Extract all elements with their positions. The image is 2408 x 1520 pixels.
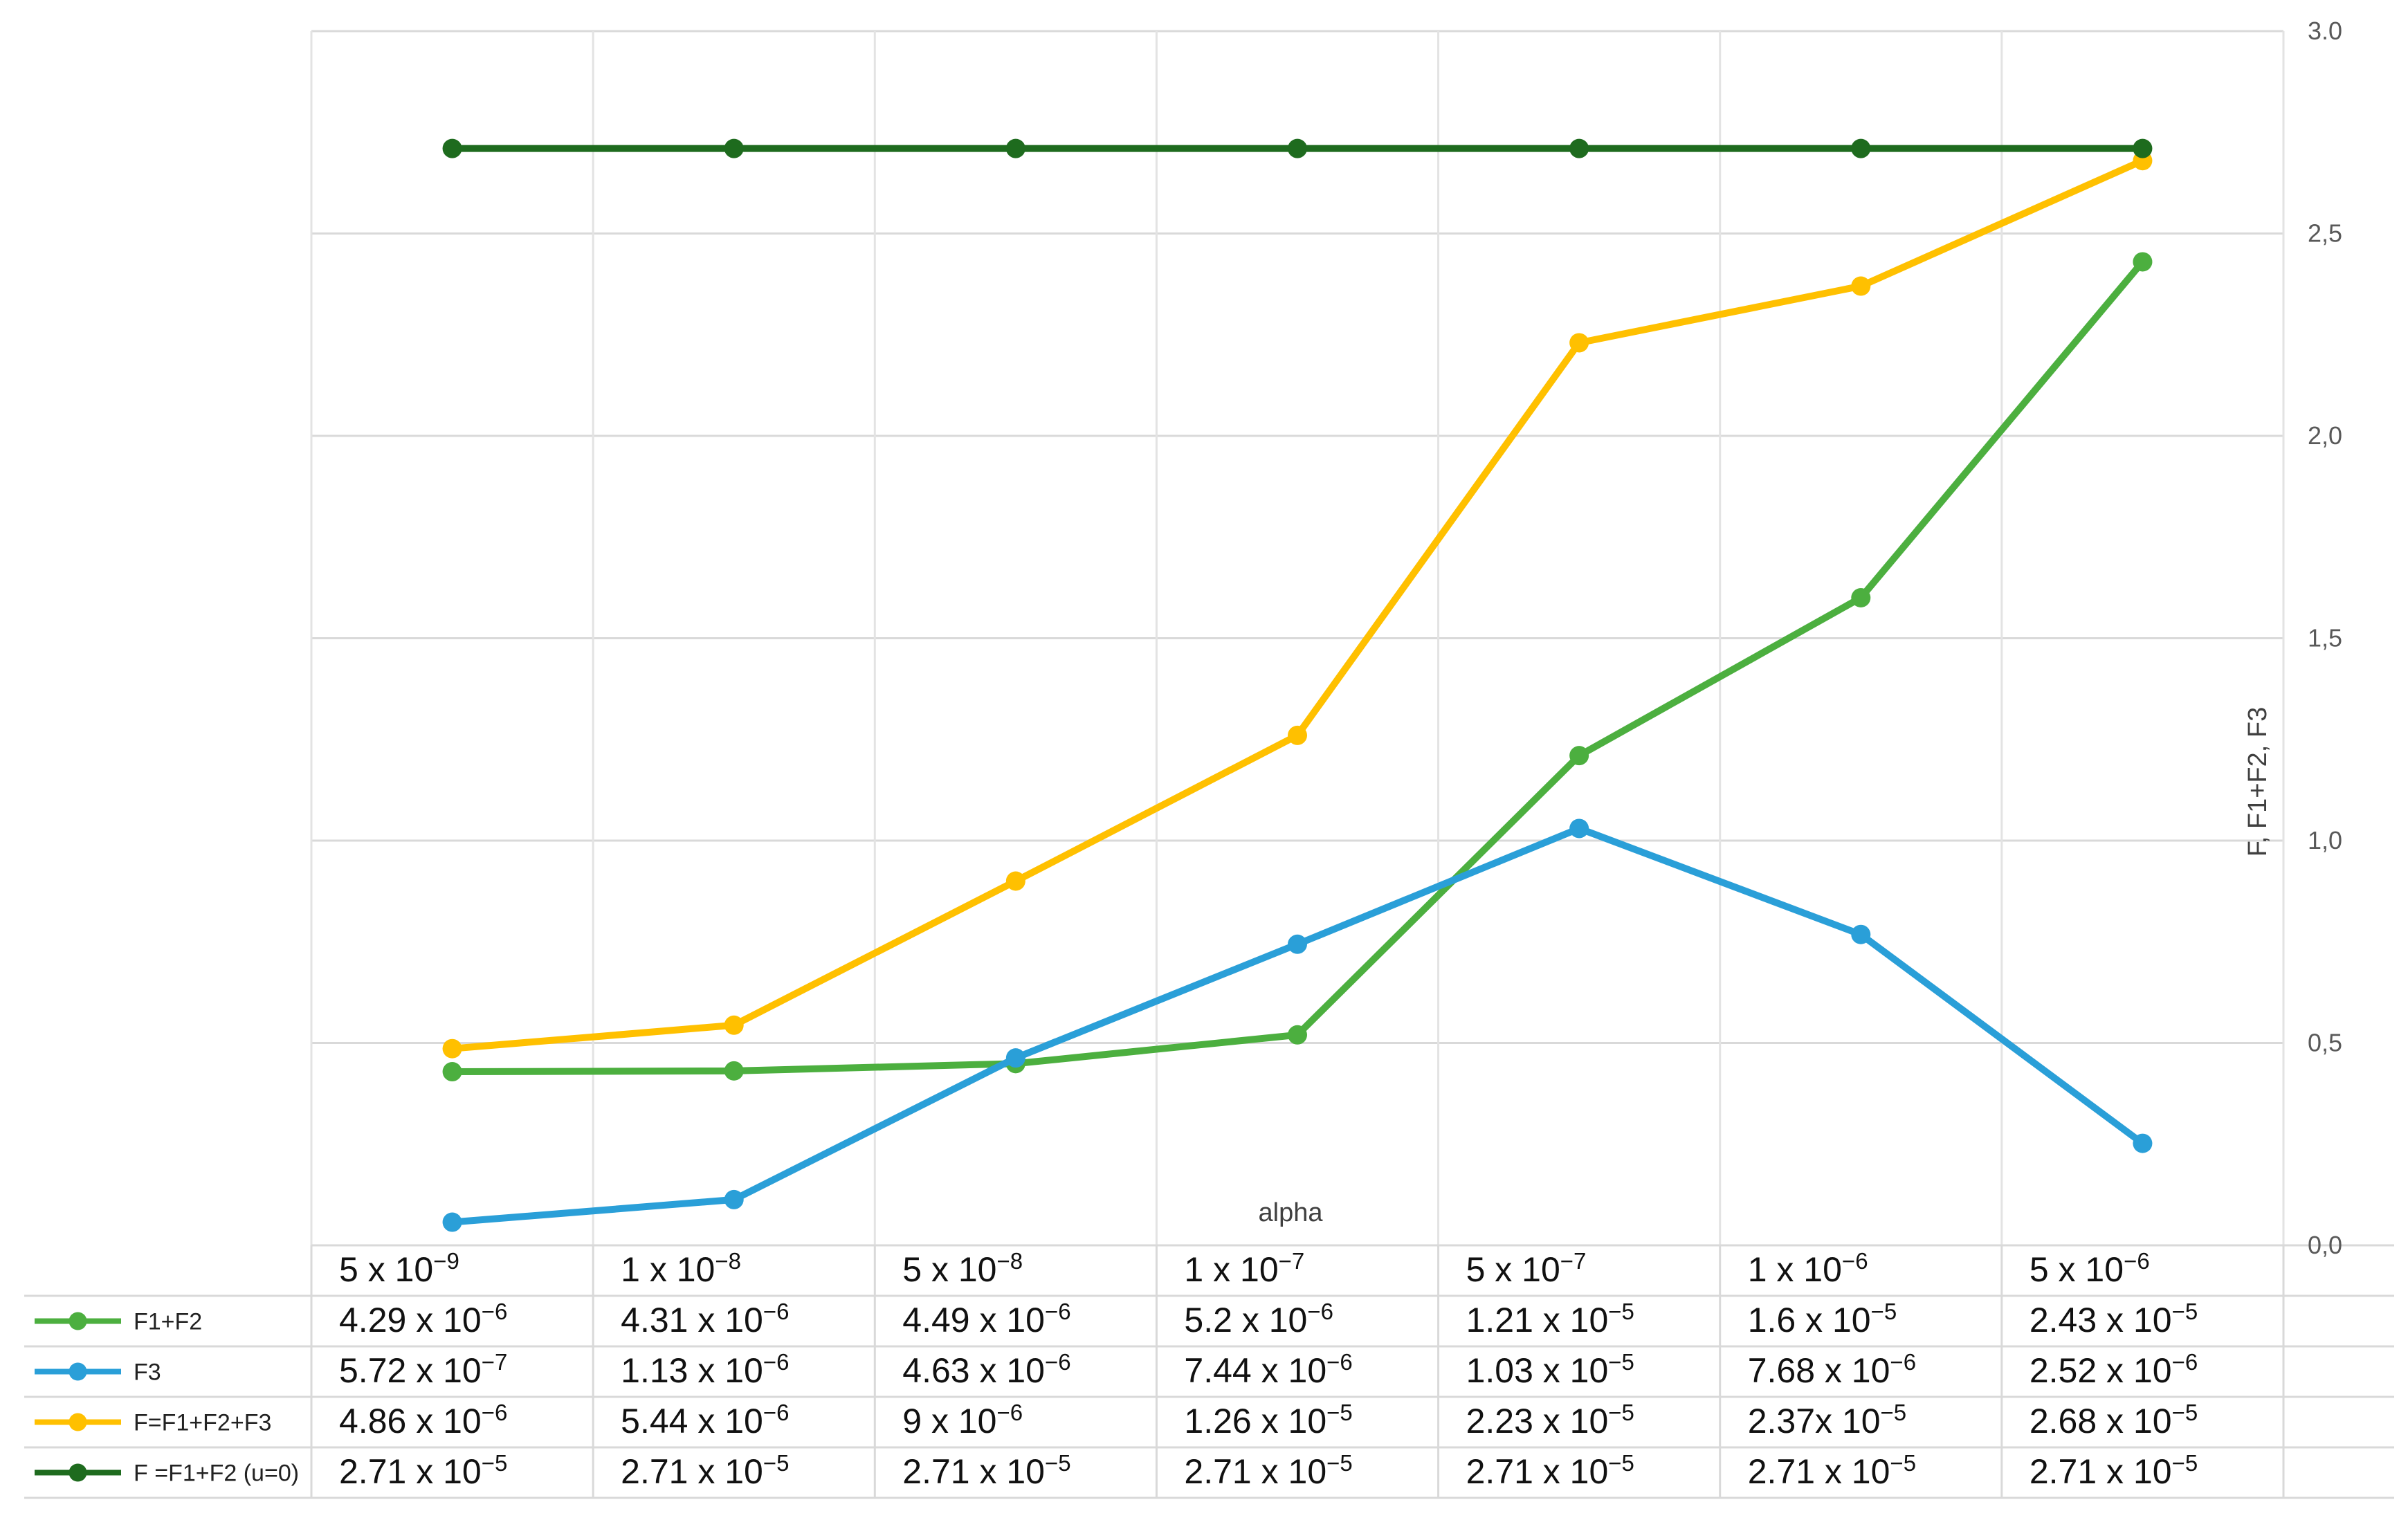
legend-label: F=F1+F2+F3 <box>134 1410 271 1436</box>
table-cell-value: 4.86 x 10−6 <box>339 1400 507 1440</box>
table-cell-value: 5.2 x 10−6 <box>1184 1299 1333 1339</box>
table-cell-value: 2.43 x 10−5 <box>2030 1299 2198 1339</box>
data-point <box>1569 746 1589 766</box>
table-cell-value: 9 x 10−6 <box>902 1400 1023 1440</box>
table-cell-value: 2.71 x 10−5 <box>1748 1450 1916 1491</box>
data-point <box>1851 276 1871 296</box>
data-point <box>1005 871 1025 891</box>
data-point <box>1288 138 1307 158</box>
table-cell-value: 2.68 x 10−5 <box>2030 1400 2198 1440</box>
data-point <box>724 1061 744 1081</box>
x-tick-label: 5 x 10−8 <box>902 1248 1023 1289</box>
legend-key-marker <box>69 1312 87 1330</box>
data-point <box>2133 252 2153 272</box>
data-point <box>2133 1133 2153 1153</box>
grid-layer <box>310 30 2285 1247</box>
table-cell-value: 2.23 x 10−5 <box>1466 1400 1634 1440</box>
x-tick-label: 1 x 10−8 <box>621 1248 741 1289</box>
x-tick-label: 5 x 10−9 <box>339 1248 459 1289</box>
table-cell-value: 2.71 x 10−5 <box>902 1450 1070 1491</box>
table-cell-value: 1.13 x 10−6 <box>621 1349 789 1390</box>
data-point <box>1288 725 1307 745</box>
table-cell-value: 2.71 x 10−5 <box>1184 1450 1352 1491</box>
legend-key-marker <box>69 1413 87 1431</box>
data-table: 5 x 10−9 1 x 10−8 5 x 10−8 1 x 10−7 5 x 10−7… <box>24 1244 2394 1499</box>
data-point <box>1288 934 1307 954</box>
data-point <box>1005 1048 1025 1068</box>
x-tick-label: 1 x 10−6 <box>1748 1248 1868 1289</box>
table-cell-value: 2.71 x 10−5 <box>2030 1450 2198 1491</box>
y-tick-label: 1,0 <box>2308 826 2342 854</box>
table-cell-value: 1.26 x 10−5 <box>1184 1400 1352 1440</box>
table-cell-value: 2.52 x 10−6 <box>2030 1349 2198 1390</box>
data-point <box>1569 818 1589 839</box>
y-tick-label: 3.0 <box>2308 17 2342 45</box>
data-point <box>1569 138 1589 158</box>
label-layer: 0,0 0,5 1,0 1,5 2,0 2,5 3.0 F, F1+F2, F3 alpha <box>1259 17 2342 1259</box>
data-point <box>442 1212 462 1232</box>
table-cell-value: 5.44 x 10−6 <box>621 1400 789 1440</box>
y-tick-label: 2,0 <box>2308 421 2342 450</box>
table-cell-value: 1.21 x 10−5 <box>1466 1299 1634 1339</box>
data-point <box>724 1189 744 1209</box>
data-point <box>1569 333 1589 353</box>
table-cell-value: 4.49 x 10−6 <box>902 1299 1070 1339</box>
x-axis-title: alpha <box>1259 1198 1324 1227</box>
data-point <box>1851 138 1871 158</box>
data-point <box>1851 924 1871 944</box>
table-cell-value: 2.71 x 10−5 <box>621 1450 789 1491</box>
table-cell-value: 4.63 x 10−6 <box>902 1349 1070 1390</box>
data-point <box>1288 1025 1307 1045</box>
table-cell-value: 2.71 x 10−5 <box>1466 1450 1634 1491</box>
x-tick-label: 5 x 10−6 <box>2030 1248 2150 1289</box>
data-point <box>1851 588 1871 607</box>
table-cell-value: 4.29 x 10−6 <box>339 1299 507 1339</box>
table-cell-value: 7.68 x 10−6 <box>1748 1349 1916 1390</box>
legend-key-marker <box>69 1362 87 1381</box>
data-point <box>724 138 744 158</box>
data-point <box>442 1038 462 1059</box>
table-cell-value: 1.03 x 10−5 <box>1466 1349 1634 1390</box>
legend-label: F1+F2 <box>134 1309 202 1335</box>
y-axis-title: F, F1+F2, F3 <box>2243 707 2272 857</box>
x-tick-label: 1 x 10−7 <box>1184 1248 1304 1289</box>
table-cell-value: 2.71 x 10−5 <box>339 1450 507 1491</box>
y-tick-label: 0,0 <box>2308 1231 2342 1259</box>
data-point <box>1005 138 1025 158</box>
data-point <box>442 138 462 158</box>
data-point <box>2133 138 2153 158</box>
series-line <box>452 157 2144 1052</box>
table-cell-value: 2.37x 10−5 <box>1748 1400 1906 1440</box>
legend-label: F3 <box>134 1359 161 1386</box>
x-tick-label: 5 x 10−7 <box>1466 1248 1587 1289</box>
y-tick-label: 2,5 <box>2308 219 2342 248</box>
y-tick-label: 0,5 <box>2308 1029 2342 1057</box>
legend-key-marker <box>69 1463 87 1482</box>
data-point <box>442 1062 462 1082</box>
table-cell-value: 7.44 x 10−6 <box>1184 1349 1352 1390</box>
y-tick-label: 1,5 <box>2308 624 2342 652</box>
table-cell-value: 1.6 x 10−5 <box>1748 1299 1897 1339</box>
data-point <box>724 1015 744 1035</box>
series-layer <box>442 138 2153 1232</box>
table-cell-value: 4.31 x 10−6 <box>621 1299 789 1339</box>
legend-label: F =F1+F2 (u=0) <box>134 1461 299 1487</box>
table-cell-value: 5.72 x 10−7 <box>339 1349 507 1390</box>
